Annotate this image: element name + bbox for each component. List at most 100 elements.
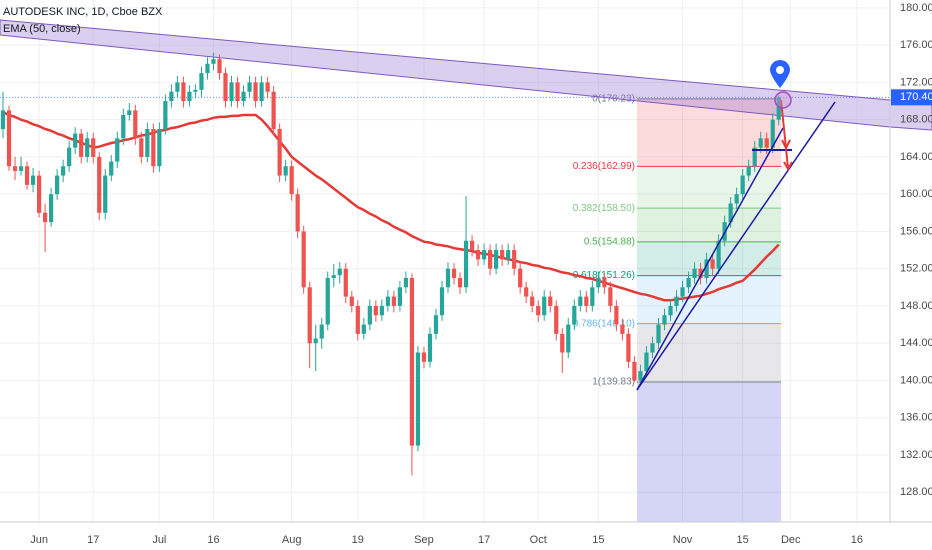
candle-body <box>385 296 390 306</box>
candle-body <box>656 324 661 344</box>
candle-body <box>409 277 415 446</box>
x-tick-label: 16 <box>851 534 863 546</box>
candle-body <box>463 240 469 288</box>
candle-body <box>680 287 685 297</box>
candle-body <box>211 59 216 64</box>
candle-body <box>259 82 264 102</box>
y-tick-label: 176.00 <box>900 39 932 51</box>
candle-body <box>638 371 643 381</box>
candle-body <box>403 277 409 288</box>
fib-label: 0(170.23) <box>592 94 635 105</box>
candle-body <box>36 175 42 213</box>
y-tick-label: 128.00 <box>900 486 932 498</box>
x-tick-label: 17 <box>87 534 99 546</box>
candle-body <box>61 166 66 176</box>
candle-body <box>163 101 168 129</box>
candle-body <box>49 194 54 223</box>
fib-label: 0.382(158.50) <box>573 203 635 214</box>
candle-body <box>343 268 348 297</box>
arrow-head <box>781 139 791 151</box>
candle-body <box>620 324 625 334</box>
candle-body <box>151 128 156 167</box>
candle-body <box>253 82 258 102</box>
candle-body <box>596 277 601 288</box>
candle-body <box>752 147 757 167</box>
candle-body <box>361 324 366 334</box>
candle-body <box>572 305 577 325</box>
candle-body <box>325 277 330 325</box>
y-tick-label: 136.00 <box>900 412 932 424</box>
candle-body <box>289 166 294 195</box>
candle-body <box>578 296 583 306</box>
candle-body <box>367 305 372 325</box>
x-tick-label: Jun <box>30 534 48 546</box>
x-tick-label: Sep <box>414 534 434 546</box>
candle-body <box>704 259 709 278</box>
candle-body <box>337 268 342 276</box>
fib-extension-band <box>637 382 781 522</box>
fib-band <box>637 208 781 242</box>
candle-body <box>530 296 535 306</box>
fib-band <box>637 323 781 383</box>
candle-body <box>157 128 162 167</box>
candle-body <box>193 89 198 92</box>
candles <box>0 52 781 476</box>
y-tick-label: 164.00 <box>900 151 932 163</box>
candle-body <box>542 296 547 316</box>
fib-band <box>637 98 781 167</box>
y-tick-label: 144.00 <box>900 337 932 349</box>
chart-title: AUTODESK INC, 1D, Cboe BZX <box>3 6 163 18</box>
candle-body <box>494 250 499 269</box>
x-tick-label: Oct <box>530 534 547 546</box>
candle-body <box>229 82 234 102</box>
candle-body <box>764 138 769 148</box>
x-tick-label: 19 <box>352 534 364 546</box>
candle-body <box>97 156 102 213</box>
candle-body <box>632 361 637 381</box>
x-tick-label: Aug <box>282 534 302 546</box>
arrow-head <box>783 161 793 172</box>
candle-body <box>175 82 180 92</box>
candle-body <box>668 305 673 316</box>
candle-body <box>590 287 595 306</box>
candle-body <box>427 333 433 362</box>
candle-body <box>506 250 511 260</box>
y-tick-label: 168.00 <box>900 114 932 126</box>
candle-body <box>355 305 360 334</box>
candle-body <box>235 82 240 102</box>
highlight-circle <box>774 91 792 109</box>
candle-body <box>746 166 751 176</box>
candle-body <box>451 268 457 278</box>
candle-body <box>560 333 565 353</box>
candle-body <box>379 305 384 316</box>
candle-body <box>73 133 78 148</box>
candle-body <box>319 324 324 339</box>
candle-body <box>223 73 228 102</box>
fib-band <box>637 241 781 276</box>
candle-body <box>42 212 48 223</box>
candle-body <box>121 115 126 139</box>
candle-body <box>30 175 36 185</box>
candle-body <box>271 91 276 129</box>
y-tick-label: 148.00 <box>900 300 932 312</box>
candle-body <box>145 128 150 157</box>
x-tick-label: 15 <box>737 534 749 546</box>
candle-body <box>187 91 192 102</box>
candle-body <box>758 138 763 148</box>
fib-label: 0.236(162.99) <box>573 161 635 172</box>
candle-body <box>0 110 6 129</box>
y-tick-label: 132.00 <box>900 449 932 461</box>
candle-body <box>698 268 703 278</box>
x-tick-label: Nov <box>673 534 693 546</box>
x-tick-label: Jul <box>152 534 166 546</box>
candle-body <box>169 91 174 102</box>
candle-body <box>139 138 144 157</box>
candle-body <box>481 250 487 260</box>
candle-body <box>662 315 667 325</box>
candle-body <box>644 352 649 372</box>
last-price-tag <box>891 89 932 106</box>
candle-body <box>566 324 571 353</box>
candle-body <box>536 305 541 316</box>
indicator-label: EMA (50, close) <box>3 23 81 35</box>
